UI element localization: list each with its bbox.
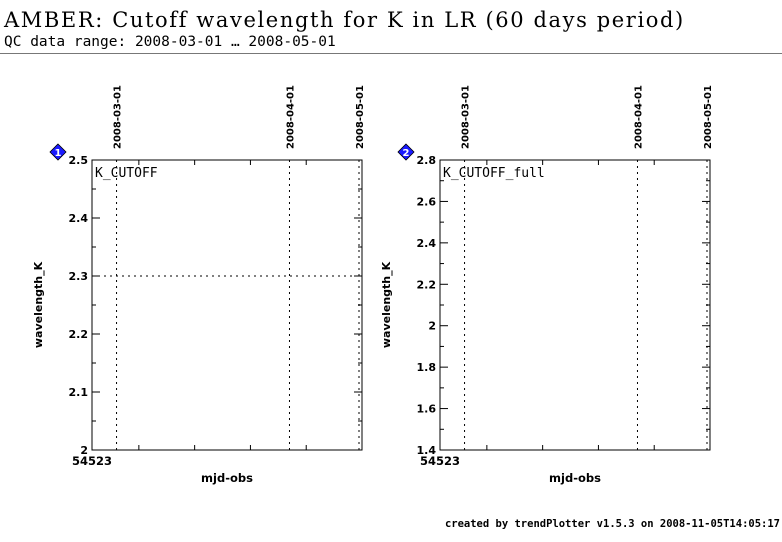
y-axis-label: wavelength_K [380, 261, 393, 348]
panel-number-badge [397, 143, 415, 161]
x-axis-label: mjd-obs [201, 471, 253, 485]
y-tick-label: 1.6 [417, 403, 437, 416]
plot-panel-1: 2 2.1 2.2 2.3 2.4 2.5 2008-03-01 2008-04-01 2008… [32, 85, 366, 485]
panel-label: K_CUTOFF [95, 166, 158, 181]
y-tick-label: 2.4 [417, 237, 437, 250]
y-tick-label: 2 [428, 320, 436, 333]
date-label: 2008-03-01 [461, 85, 472, 149]
y-axis-label: wavelength_K [32, 261, 45, 348]
y-tick-label: 2.4 [69, 212, 89, 225]
y-tick-label: 2 [80, 444, 88, 457]
plot-frame [439, 159, 711, 451]
credit-line: created by trendPlotter v1.5.3 on 2008-1… [444, 518, 780, 530]
date-label: 2008-05-01 [703, 85, 714, 149]
date-label: 2008-04-01 [285, 85, 296, 149]
qc-data-range: QC data range: 2008-03-01 … 2008-05-01 [4, 34, 336, 50]
date-label: 2008-03-01 [113, 85, 124, 149]
x-start-label: 54523 [420, 454, 460, 468]
panel-number-badge [49, 143, 67, 161]
y-tick-label: 2.5 [69, 154, 89, 167]
date-label: 2008-05-01 [355, 85, 366, 149]
y-tick-label: 1.4 [417, 444, 437, 457]
page-title: AMBER: Cutoff wavelength for K in LR (60… [4, 8, 685, 32]
y-tick-label: 2.1 [69, 386, 89, 399]
y-tick-label: 2.2 [69, 328, 89, 341]
y-tick-label: 2.6 [417, 195, 437, 208]
date-label: 2008-04-01 [633, 85, 644, 149]
plot-frame [91, 159, 363, 451]
header-divider [0, 53, 782, 54]
panel-number: 2 [403, 148, 410, 159]
x-start-label: 54523 [72, 454, 112, 468]
y-tick-label: 2.8 [417, 154, 437, 167]
y-tick-label: 2.3 [69, 270, 89, 283]
x-axis-label: mjd-obs [549, 471, 601, 485]
panel-number: 1 [55, 148, 62, 159]
panel-label: K_CUTOFF_full [443, 166, 545, 181]
plot-panel-2: 1.4 1.6 1.8 2 2.2 2.4 2.6 2.8 2008-03-01 2008-04-… [380, 85, 714, 485]
y-tick-label: 1.8 [417, 361, 437, 374]
y-tick-label: 2.2 [417, 278, 437, 291]
